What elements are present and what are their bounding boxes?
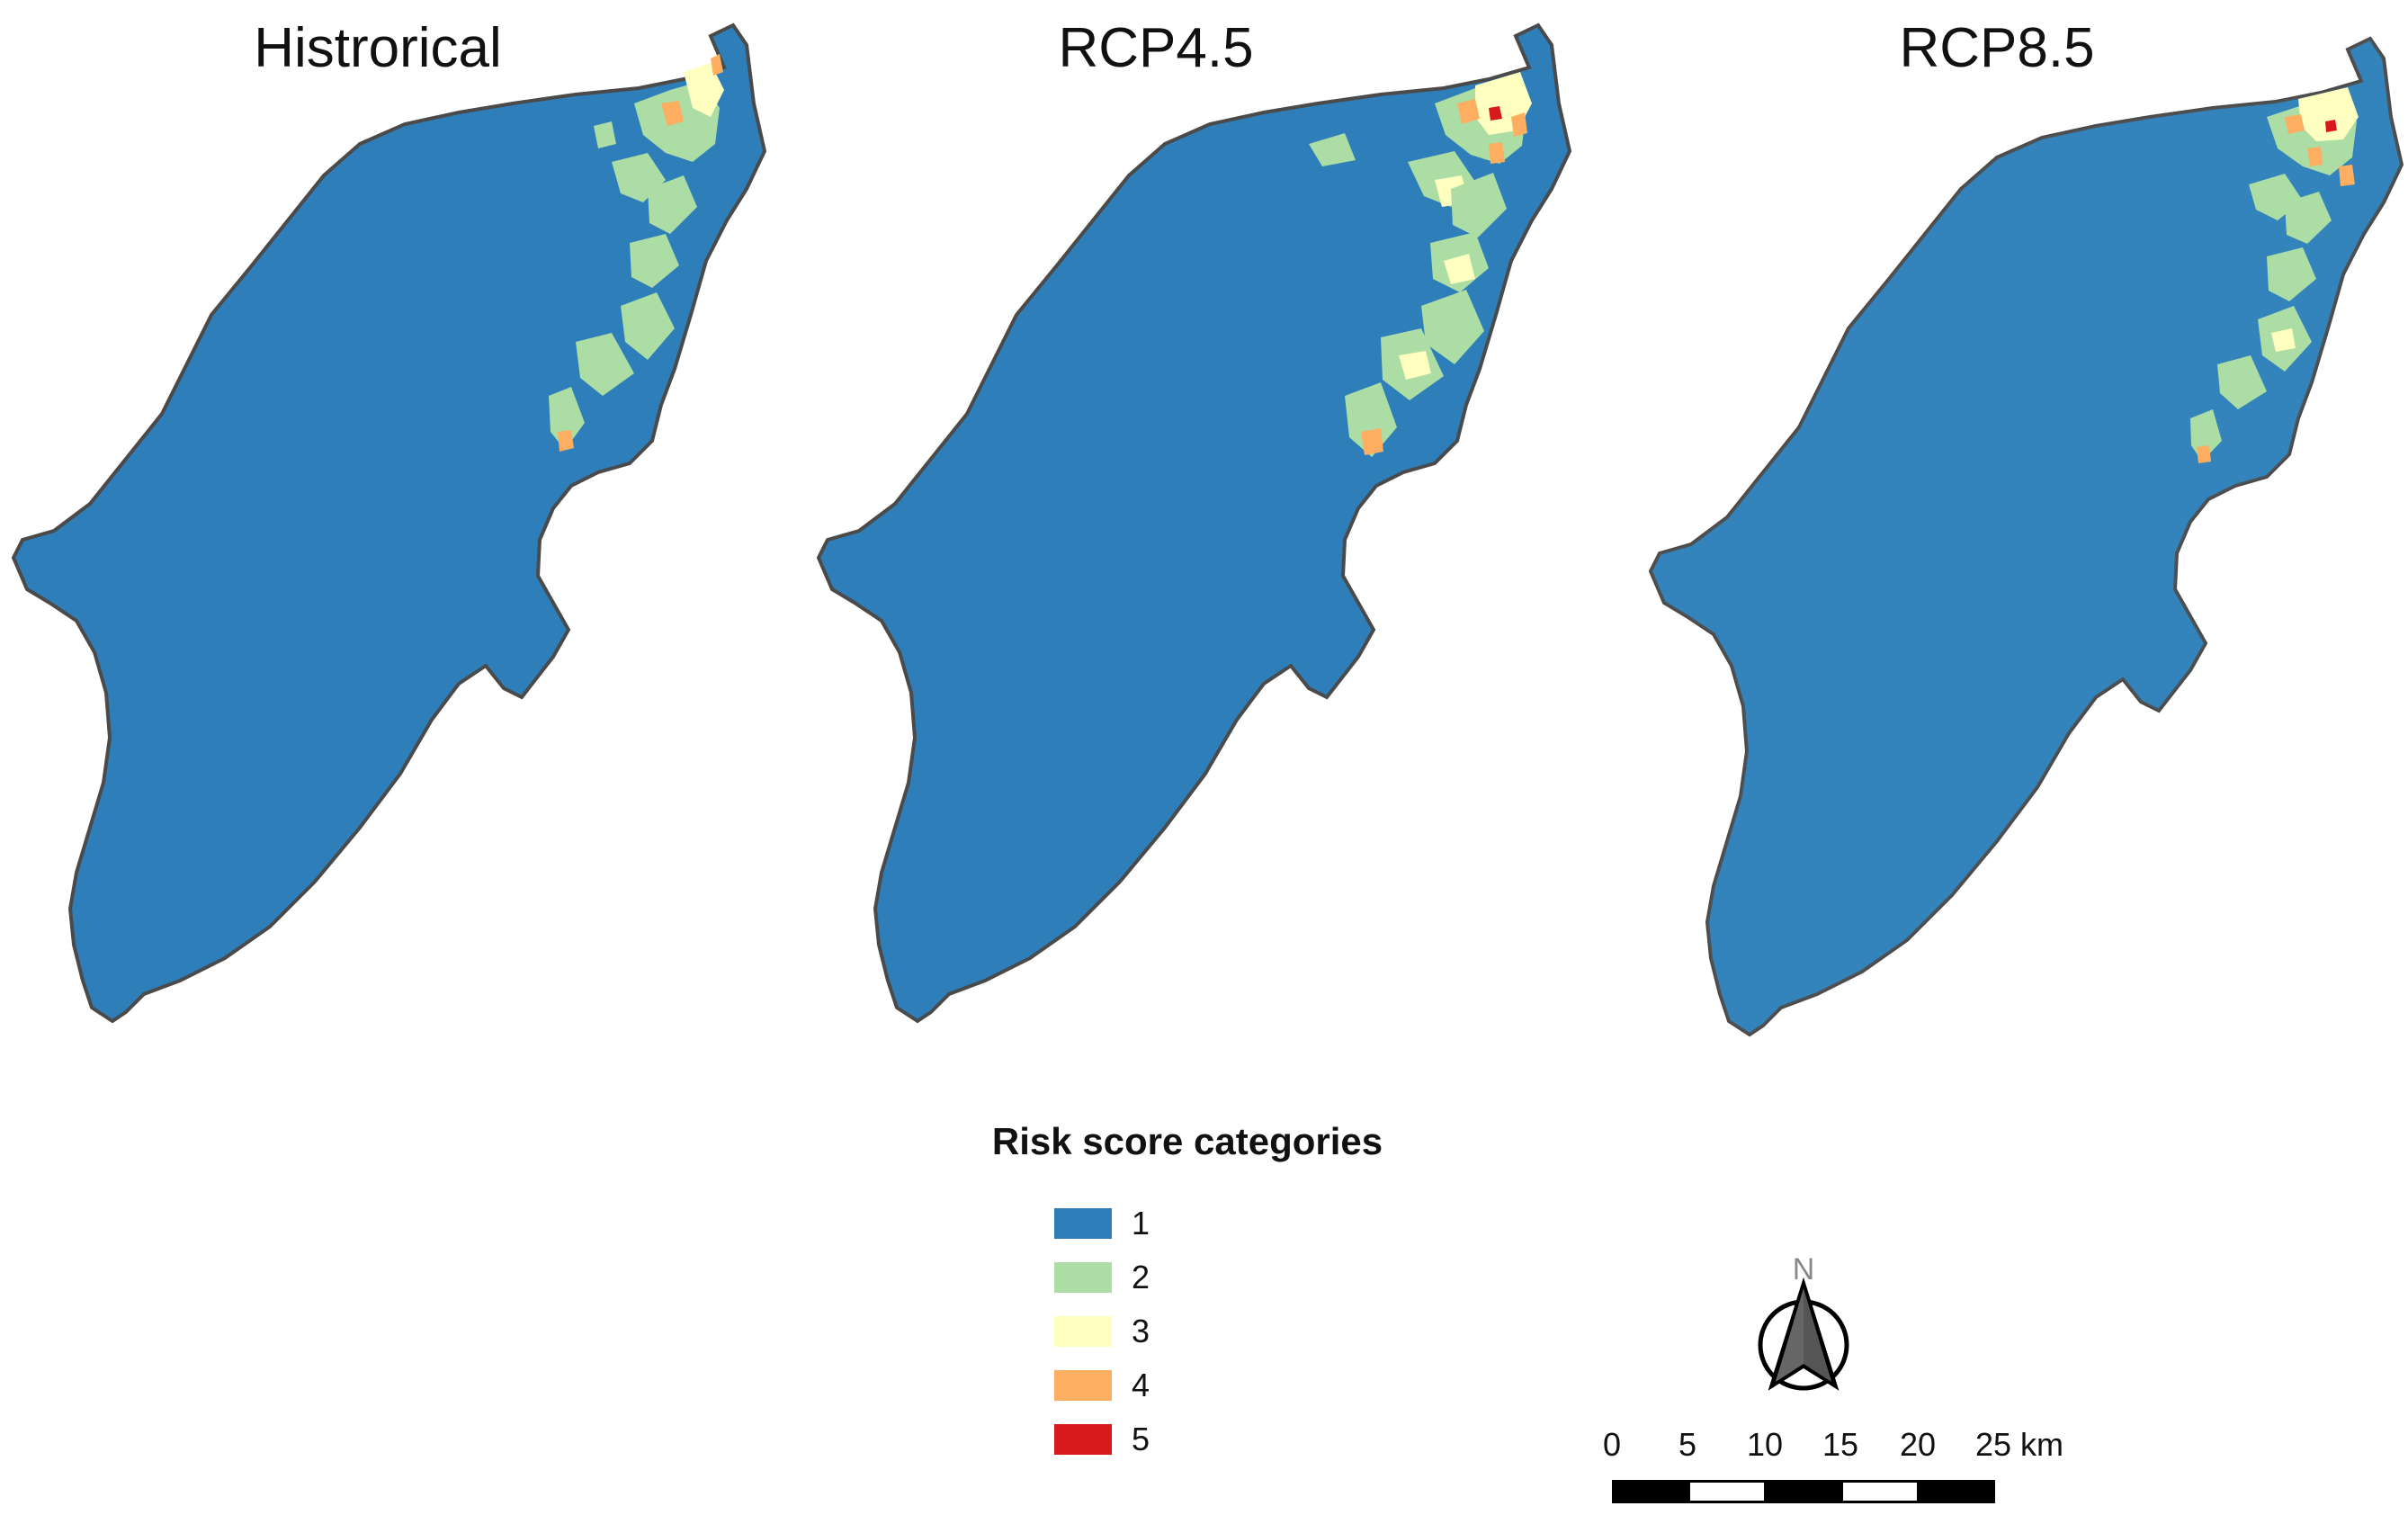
legend-item-5: 5 [1054, 1412, 1150, 1466]
legend-swatch-4 [1054, 1370, 1112, 1401]
scale-unit: km [2020, 1426, 2063, 1463]
map-rcp85 [1649, 37, 2404, 1036]
map-rcp45 [817, 23, 1571, 1023]
scale-tick-25: 25 [1974, 1426, 2012, 1463]
legend-label-3: 3 [1132, 1313, 1150, 1349]
panel-title-historical: Histrorical [254, 17, 502, 79]
legend-swatch-3 [1054, 1316, 1112, 1347]
scale-tick-10: 10 [1746, 1426, 1784, 1463]
legend-item-1: 1 [1054, 1197, 1150, 1251]
scale-tick-20: 20 [1899, 1426, 1937, 1463]
map-historical [12, 23, 766, 1023]
scale-segment-1 [1612, 1480, 1689, 1503]
panel-title-rcp45: RCP4.5 [1058, 17, 1254, 79]
legend-swatch-5 [1054, 1424, 1112, 1455]
legend-item-2: 2 [1054, 1251, 1150, 1304]
legend-swatch-1 [1054, 1208, 1112, 1239]
legend-title: Risk score categories [991, 1120, 1383, 1162]
legend-item-3: 3 [1054, 1304, 1150, 1358]
scale-tick-15: 15 [1822, 1426, 1859, 1463]
scale-tick-5: 5 [1678, 1426, 1697, 1463]
scale-segment-5 [1918, 1480, 1995, 1503]
north-arrow-icon: N [1758, 1252, 1849, 1391]
legend-label-5: 5 [1132, 1421, 1150, 1457]
legend-label-1: 1 [1132, 1205, 1150, 1242]
scale-segment-3 [1765, 1480, 1842, 1503]
legend: Risk score categories 1 2 3 4 5 [953, 1120, 1421, 1457]
panel-title-rcp85: RCP8.5 [1899, 17, 2095, 79]
map-panels [12, 23, 2404, 1036]
legend-swatch-2 [1054, 1262, 1112, 1293]
scale-segment-4 [1840, 1480, 1920, 1503]
legend-items: 1 2 3 4 5 [1054, 1197, 1150, 1466]
scale-segment-2 [1687, 1480, 1767, 1503]
legend-label-2: 2 [1132, 1259, 1150, 1295]
legend-label-4: 4 [1132, 1367, 1150, 1403]
scale-tick-0: 0 [1602, 1426, 1622, 1463]
scale-bar: 0 5 10 15 20 25 km [1592, 1426, 2063, 1507]
legend-item-4: 4 [1054, 1358, 1150, 1412]
